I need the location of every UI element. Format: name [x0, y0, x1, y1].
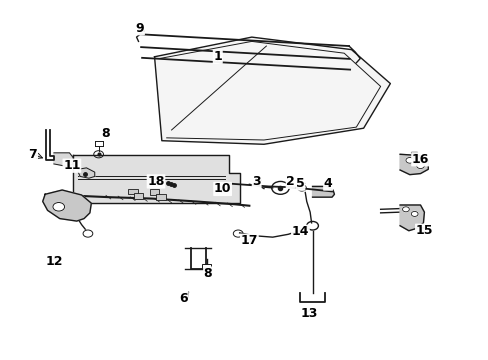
- Polygon shape: [54, 153, 73, 166]
- Circle shape: [83, 230, 93, 237]
- Polygon shape: [73, 155, 239, 203]
- Text: 10: 10: [213, 183, 231, 195]
- FancyBboxPatch shape: [133, 193, 143, 199]
- Circle shape: [416, 163, 424, 168]
- Text: 8: 8: [203, 267, 212, 280]
- Circle shape: [410, 211, 417, 216]
- FancyBboxPatch shape: [201, 264, 211, 268]
- Text: 1: 1: [213, 50, 222, 63]
- Text: 13: 13: [300, 307, 317, 320]
- Text: 11: 11: [63, 159, 81, 172]
- Polygon shape: [42, 190, 91, 221]
- Text: 8: 8: [102, 127, 110, 140]
- Polygon shape: [312, 186, 334, 197]
- Circle shape: [405, 157, 413, 163]
- Text: 12: 12: [45, 255, 62, 268]
- Polygon shape: [154, 37, 389, 144]
- Text: 14: 14: [291, 225, 308, 238]
- Text: 3: 3: [252, 175, 261, 188]
- Text: 16: 16: [411, 153, 428, 166]
- Polygon shape: [399, 205, 424, 231]
- Text: 6: 6: [179, 292, 188, 305]
- Polygon shape: [78, 168, 95, 178]
- FancyBboxPatch shape: [156, 194, 165, 200]
- Text: 18: 18: [147, 175, 164, 188]
- Text: 5: 5: [295, 177, 304, 190]
- FancyBboxPatch shape: [149, 189, 159, 195]
- Text: 9: 9: [135, 22, 144, 35]
- Circle shape: [53, 203, 64, 211]
- Text: 4: 4: [323, 177, 332, 190]
- Text: 2: 2: [286, 175, 294, 188]
- Text: 15: 15: [415, 224, 432, 237]
- FancyBboxPatch shape: [127, 189, 137, 194]
- Polygon shape: [399, 154, 427, 175]
- Text: 7: 7: [29, 148, 37, 161]
- Circle shape: [402, 207, 408, 212]
- Text: 17: 17: [240, 234, 258, 247]
